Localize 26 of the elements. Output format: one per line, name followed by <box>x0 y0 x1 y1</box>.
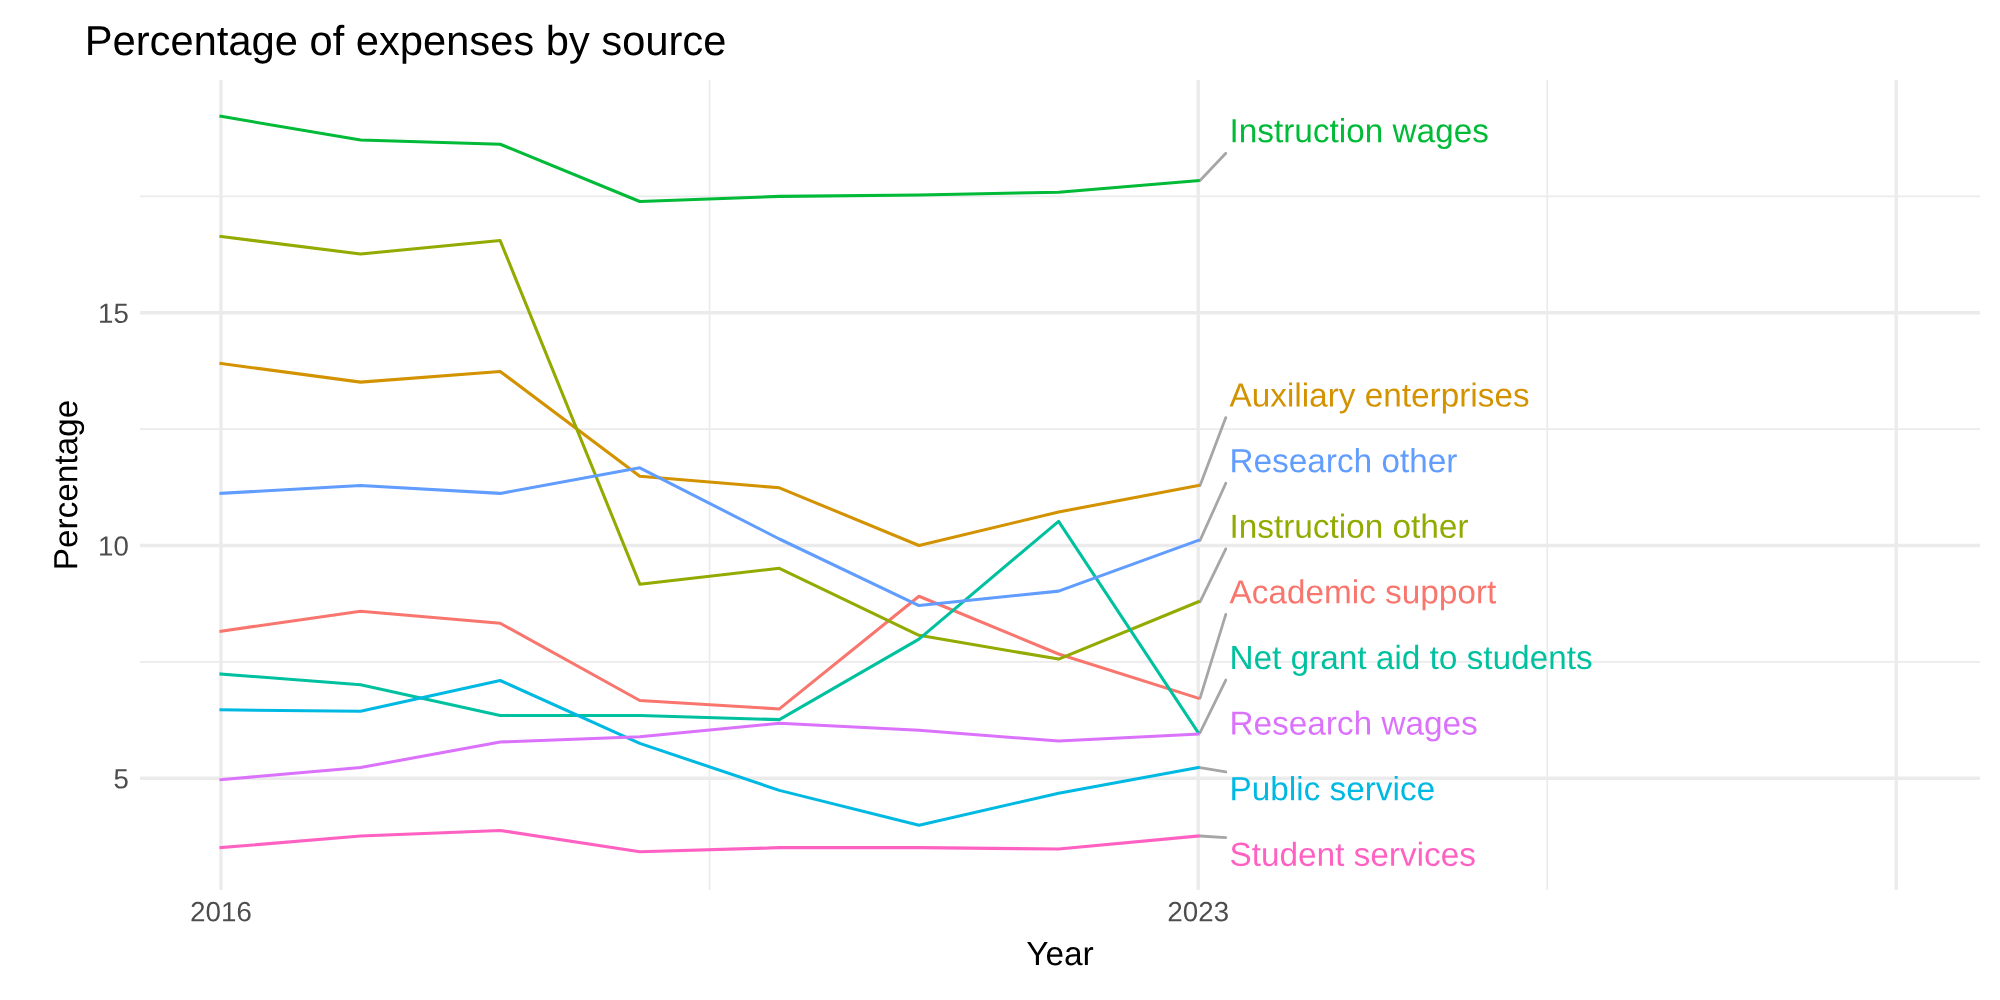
text: Auxiliary enterprises <box>1229 382 1529 414</box>
series-label: Net grant aid to students <box>1232 644 1592 676</box>
line-series <box>219 234 1200 661</box>
line-series <box>219 361 1200 548</box>
chart-title: Percentage of expenses by source <box>88 24 725 64</box>
x-tick-label: 2023 <box>1168 901 1228 922</box>
line-series <box>219 828 1200 854</box>
series-label: Instruction wages <box>1232 118 1488 150</box>
line-series <box>219 466 1200 608</box>
y-tick-label: 10 <box>100 536 128 556</box>
line-series <box>219 678 1200 827</box>
text: Academic support <box>1229 579 1497 611</box>
y-tick-label: 5 <box>114 769 128 789</box>
line-series <box>219 594 1200 711</box>
series-label: Student services <box>1231 841 1475 867</box>
line-series <box>219 519 1200 735</box>
line-series <box>219 721 1200 782</box>
x-axis-title: Year <box>1027 942 1094 966</box>
series-label: Public service <box>1232 776 1434 801</box>
line-series <box>219 114 1200 204</box>
y-tick-label: 15 <box>100 303 128 324</box>
series-label: Research wages <box>1232 710 1477 742</box>
y-axis-title: Percentage <box>54 401 85 568</box>
x-tick-label: 2016 <box>191 901 251 922</box>
text: Instruction other <box>1232 513 1468 539</box>
text: Research other <box>1232 448 1457 473</box>
